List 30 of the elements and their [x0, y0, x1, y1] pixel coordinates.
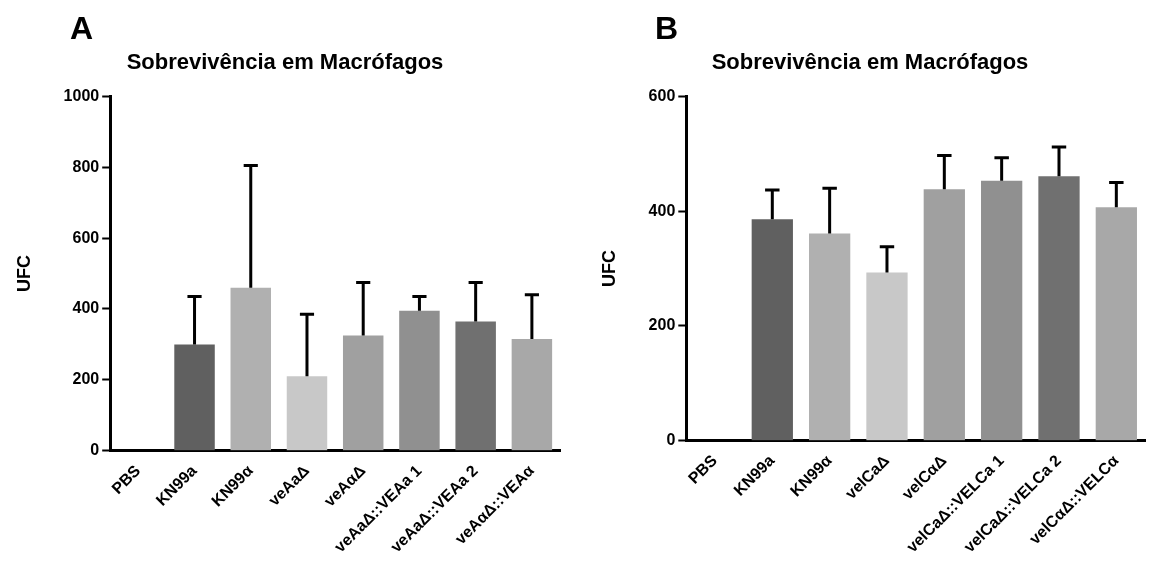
- y-tick-label: 400: [72, 299, 100, 317]
- bar: [1038, 176, 1080, 441]
- y-tick-label: 0: [666, 431, 676, 449]
- bar: [809, 233, 851, 441]
- bar: [981, 180, 1023, 441]
- y-tick-label: 200: [648, 316, 676, 334]
- chart-title: Sobrevivência em Macrófagos: [711, 49, 1029, 75]
- bar: [342, 335, 384, 451]
- bar: [455, 321, 496, 451]
- y-tick-label: 600: [648, 86, 676, 104]
- y-tick-label: 1000: [63, 86, 100, 104]
- y-tick-label: 800: [72, 157, 100, 175]
- bar: [286, 376, 328, 451]
- bar: [751, 219, 793, 441]
- bar: [230, 287, 271, 451]
- bar: [399, 310, 440, 451]
- chart-title: Sobrevivência em Macrófagos: [126, 49, 444, 75]
- y-tick-label: 600: [72, 228, 100, 246]
- y-axis-title: UFC: [13, 255, 34, 293]
- bar: [923, 189, 965, 441]
- y-axis-title: UFC: [598, 250, 619, 288]
- y-tick-label: 400: [648, 201, 676, 219]
- y-tick-label: 200: [72, 370, 100, 388]
- y-tick-label: 0: [90, 441, 100, 459]
- bar: [511, 339, 553, 451]
- bar: [866, 272, 908, 441]
- bar: [174, 344, 215, 451]
- text: A: [70, 10, 94, 47]
- text: B: [655, 10, 679, 47]
- bar: [1095, 207, 1137, 441]
